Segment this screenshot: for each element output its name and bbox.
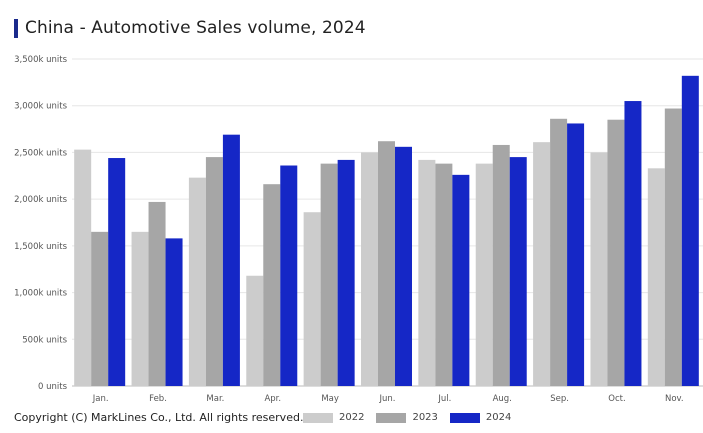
bar-2023-1 [148,201,166,386]
bar-2023-10 [664,108,682,386]
y-tick-label: 2,500k units [14,148,67,158]
bar-2022-6 [418,159,436,386]
bar-2024-8 [567,123,585,387]
x-tick-label: Feb. [149,394,167,404]
bar-2022-7 [475,163,493,386]
y-tick-label: 1,500k units [14,242,67,252]
legend-swatch [449,412,480,423]
x-tick-label: Apr. [264,394,281,404]
x-tick-label: Aug. [493,394,512,404]
legend-swatch [376,412,407,423]
bar-2024-3 [280,165,298,386]
x-tick-label: Jul. [437,394,451,404]
title-accent-bar [14,18,18,38]
x-tick-label: Nov. [665,394,684,404]
chart-title-block: China - Automotive Sales volume, 2024 [14,16,366,40]
bar-2022-10 [647,168,665,386]
x-tick-label: Jun. [379,394,396,404]
x-tick-label: Sep. [550,394,569,404]
bar-2023-9 [607,119,625,386]
legend-label: 2022 [339,412,365,423]
bar-2024-5 [395,146,412,386]
legend-item-2022: 2022 [303,412,364,423]
chart-legend: 2022 2023 2024 [303,412,523,423]
y-tick-label: 500k units [22,335,67,345]
x-tick-label: Oct. [608,394,625,404]
y-tick-label: 3,500k units [14,55,67,65]
bar-2022-0 [74,149,92,386]
bar-2022-5 [361,152,378,386]
bar-2024-7 [509,157,527,386]
bar-2023-2 [205,157,223,386]
bar-2023-6 [435,163,453,386]
y-tick-label: 3,000k units [14,102,67,112]
bar-2024-10 [681,75,699,387]
bar-2022-8 [533,142,551,386]
legend-item-2024: 2024 [449,412,512,423]
bar-2022-9 [590,152,608,386]
legend-label: 2023 [412,412,438,423]
bar-2024-6 [452,174,470,386]
bar-2024-0 [108,158,126,386]
x-tick-label: May [321,394,339,404]
y-tick-label: 2,000k units [14,195,67,205]
bar-2024-4 [337,159,355,386]
bar-2024-2 [222,134,240,386]
x-tick-label: Mar. [206,394,224,404]
bar-2023-3 [263,184,281,386]
chart-title: China - Automotive Sales volume, 2024 [25,18,366,38]
bar-2022-2 [188,177,206,386]
x-tick-label: Jan. [92,394,109,404]
bar-2023-4 [320,163,338,386]
bar-2022-4 [303,212,321,386]
legend-item-2023: 2023 [376,412,438,423]
copyright-notice: Copyright (C) MarkLines Co., Ltd. All ri… [14,411,304,424]
y-tick-label: 0 units [38,382,68,392]
bar-2023-5 [378,141,395,386]
bar-2023-0 [91,231,109,386]
bar-2024-9 [624,101,642,387]
bar-2023-8 [550,118,568,387]
y-tick-label: 1,000k units [14,289,67,299]
bar-2023-7 [492,144,510,386]
bar-2022-3 [246,275,264,386]
bar-2022-1 [131,231,149,386]
bar-2024-1 [165,238,183,386]
legend-label: 2024 [485,412,512,423]
legend-swatch [303,412,333,423]
